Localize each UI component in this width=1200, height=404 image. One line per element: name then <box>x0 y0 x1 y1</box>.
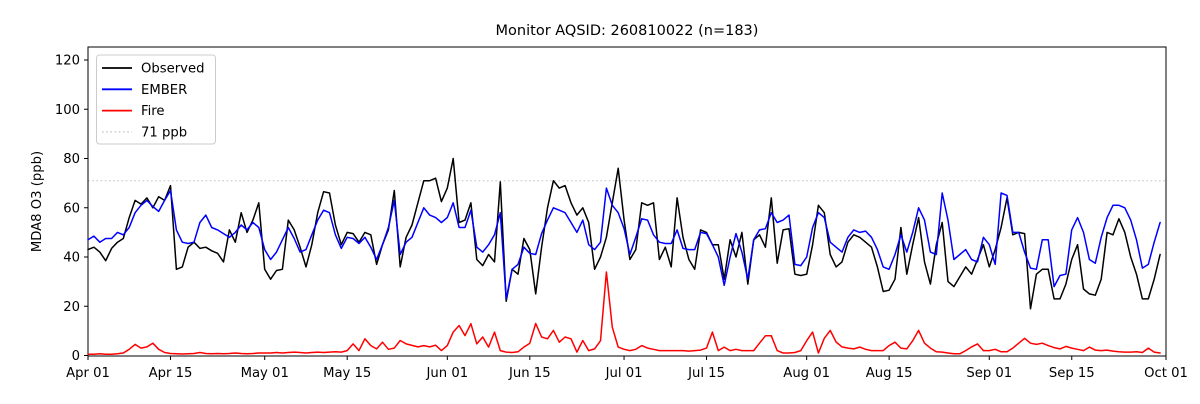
x-tick-label: May 15 <box>323 366 371 381</box>
x-tick-label: Apr 01 <box>66 366 110 381</box>
x-tick-label: Oct 01 <box>1144 366 1188 381</box>
y-tick-label: 0 <box>72 349 80 364</box>
x-tick-label: Sep 01 <box>966 366 1012 381</box>
legend-label: 71 ppb <box>141 126 187 141</box>
y-tick-label: 80 <box>63 152 80 167</box>
legend-box <box>96 54 216 145</box>
series-lines <box>87 157 1161 356</box>
y-tick-label: 120 <box>55 54 80 69</box>
series-line-observed <box>87 157 1161 310</box>
x-tick-label: Sep 15 <box>1049 366 1095 381</box>
y-axis-label: MDA8 O3 (ppb) <box>30 151 45 252</box>
series-line-ember <box>87 187 1161 300</box>
y-tick-label: 40 <box>63 251 80 266</box>
x-tick-label: Jul 15 <box>687 366 725 381</box>
y-tick-label: 20 <box>63 300 80 315</box>
legend-label: EMBER <box>141 83 187 98</box>
x-tick-label: Aug 15 <box>866 366 913 381</box>
y-tick-label: 100 <box>55 103 80 118</box>
x-tick-label: May 01 <box>241 366 289 381</box>
chart-title: Monitor AQSID: 260810022 (n=183) <box>496 23 759 39</box>
plot-frame <box>87 46 1167 357</box>
legend-label: Fire <box>141 104 165 119</box>
x-tick-label: Apr 15 <box>149 366 193 381</box>
y-tick-label: 60 <box>63 201 80 216</box>
legend: Observed EMBER Fire 71 ppb <box>96 54 216 145</box>
axes: Apr 01 Apr 15 May 01 May 15 Jun 01 Jun 15 Jul … <box>55 46 1188 381</box>
x-tick-label: Aug 01 <box>783 366 830 381</box>
x-tick-label: Jul 01 <box>605 366 643 381</box>
legend-label: Observed <box>141 62 204 77</box>
x-tick-label: Jun 01 <box>426 366 469 381</box>
x-tick-label: Jun 15 <box>508 366 551 381</box>
series-line-fire <box>87 271 1161 356</box>
